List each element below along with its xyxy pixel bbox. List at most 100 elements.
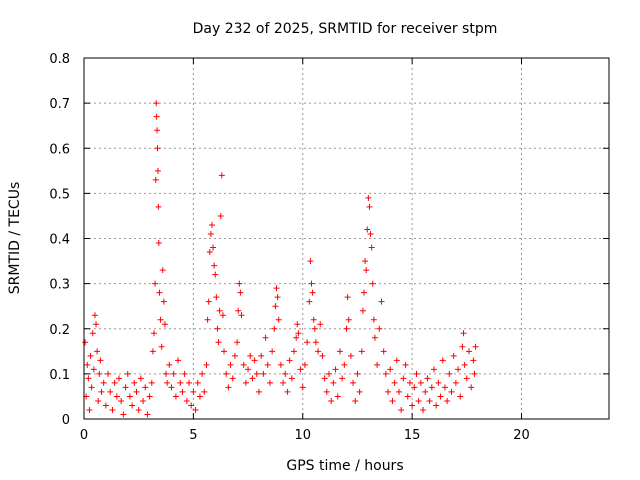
data-point <box>172 393 179 400</box>
data-point <box>428 384 435 391</box>
data-point <box>370 316 377 323</box>
data-point <box>422 388 429 395</box>
x-tick-label: 20 <box>513 428 530 443</box>
data-point <box>299 384 306 391</box>
data-point <box>152 176 159 183</box>
data-point <box>133 388 140 395</box>
data-point <box>179 388 186 395</box>
data-point <box>160 298 167 305</box>
y-tick-label: 0.8 <box>49 52 70 67</box>
data-point <box>380 348 387 355</box>
data-point <box>124 370 131 377</box>
data-point <box>295 330 302 337</box>
data-point <box>294 321 301 328</box>
chart-title: Day 232 of 2025, SRMTID for receiver stp… <box>193 21 498 37</box>
data-point <box>131 379 138 386</box>
data-point <box>149 348 156 355</box>
data-point <box>471 370 478 377</box>
data-point <box>240 361 247 368</box>
data-point <box>343 325 350 332</box>
data-point <box>455 366 462 373</box>
data-point <box>417 379 424 386</box>
data-point <box>144 411 151 418</box>
data-point <box>129 402 136 409</box>
data-point <box>387 366 394 373</box>
data-point <box>161 321 168 328</box>
x-tick-label: 10 <box>294 428 311 443</box>
grid-lines <box>84 58 609 419</box>
data-point <box>341 361 348 368</box>
data-point <box>85 375 92 382</box>
data-point <box>249 375 256 382</box>
data-point <box>396 388 402 395</box>
data-point <box>251 357 258 364</box>
data-point <box>323 388 330 395</box>
data-point <box>98 388 105 395</box>
data-point <box>95 397 102 404</box>
data-point <box>102 402 109 409</box>
data-point <box>411 384 418 391</box>
data-point <box>457 393 464 400</box>
data-point <box>366 203 373 210</box>
data-point <box>148 379 155 386</box>
y-axis-label: SRMTID / TECUs <box>7 182 23 295</box>
data-point <box>235 307 242 314</box>
data-point <box>288 375 295 382</box>
data-point <box>242 379 249 386</box>
data-point <box>94 348 101 355</box>
data-point <box>118 397 125 404</box>
data-point <box>225 384 232 391</box>
data-point <box>201 388 208 395</box>
data-series <box>82 100 479 418</box>
data-point <box>137 375 144 382</box>
data-point <box>234 339 241 346</box>
data-point <box>192 406 199 413</box>
data-point <box>90 366 97 373</box>
data-point <box>168 384 175 391</box>
data-point <box>146 393 153 400</box>
data-point <box>273 285 280 292</box>
data-point <box>385 388 392 395</box>
data-point <box>275 316 282 323</box>
data-point <box>211 262 218 269</box>
data-point <box>330 379 337 386</box>
data-point <box>308 280 315 287</box>
data-point <box>175 357 182 364</box>
data-point <box>376 325 383 332</box>
data-point <box>277 361 284 368</box>
data-point <box>86 406 93 413</box>
data-point <box>350 379 357 386</box>
data-point <box>177 379 184 386</box>
data-point <box>188 402 195 409</box>
data-point <box>221 348 227 355</box>
data-point <box>183 397 190 404</box>
data-point <box>426 397 433 404</box>
y-tick-label: 0.1 <box>49 368 70 383</box>
data-point <box>441 384 448 391</box>
data-point <box>116 375 122 382</box>
data-point <box>400 375 407 382</box>
data-point <box>472 343 479 350</box>
y-tick-label: 0.4 <box>49 233 70 248</box>
data-point <box>452 379 459 386</box>
data-point <box>155 240 162 247</box>
y-tick-label: 0.7 <box>49 97 70 112</box>
data-point <box>371 334 378 341</box>
data-point <box>111 379 118 386</box>
data-point <box>439 357 446 364</box>
data-point <box>446 370 453 377</box>
data-point <box>286 357 293 364</box>
data-point <box>304 339 311 346</box>
data-point <box>284 388 291 395</box>
data-point <box>393 357 400 364</box>
data-point <box>223 370 230 377</box>
x-tick-label: 0 <box>80 428 88 443</box>
data-point <box>310 316 317 323</box>
data-point <box>354 370 361 377</box>
data-point <box>356 388 363 395</box>
data-point <box>196 393 203 400</box>
data-point <box>238 312 245 319</box>
data-point <box>237 289 244 296</box>
data-point <box>154 145 161 152</box>
